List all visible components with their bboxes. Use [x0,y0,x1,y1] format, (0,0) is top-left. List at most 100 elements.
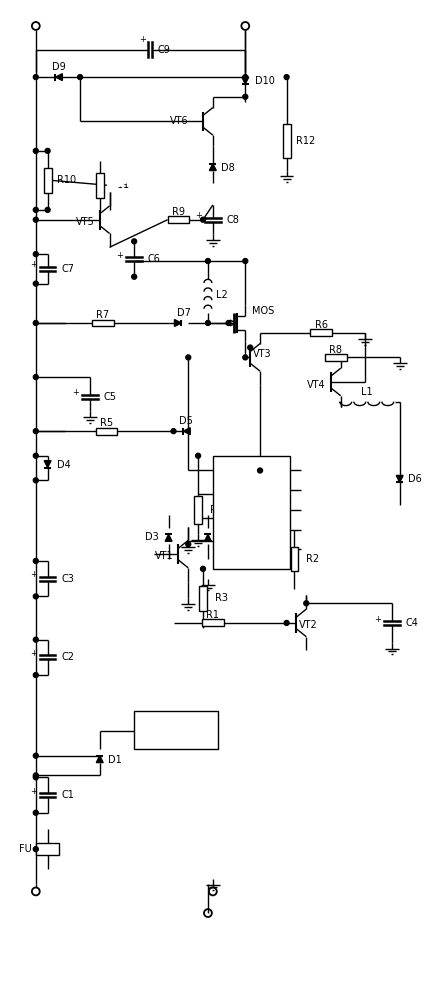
Polygon shape [44,461,51,468]
Polygon shape [204,534,212,541]
Text: VT1: VT1 [155,551,173,561]
Text: VT3: VT3 [253,349,272,359]
Text: +: + [110,171,117,180]
Polygon shape [175,320,181,326]
Text: D6: D6 [407,474,421,484]
Circle shape [186,542,191,547]
Text: R7: R7 [96,310,109,320]
Circle shape [33,217,38,222]
Circle shape [186,355,191,360]
Text: +: + [30,570,37,579]
Text: FU: FU [19,844,32,854]
Circle shape [33,773,38,778]
Text: C2: C2 [61,652,74,662]
Circle shape [206,321,210,325]
Circle shape [33,321,38,325]
Circle shape [195,453,201,458]
Text: GND: GND [217,537,236,546]
Bar [290,547,298,571]
Circle shape [132,274,137,279]
Polygon shape [242,77,249,84]
Bar [199,586,207,611]
Circle shape [33,148,38,153]
Text: C9: C9 [158,45,170,55]
Bar [92,320,114,326]
Text: C1: C1 [61,790,74,800]
Circle shape [33,673,38,678]
Circle shape [248,345,253,350]
Text: L2: L2 [216,290,228,300]
Text: C8: C8 [226,215,240,225]
Text: D10: D10 [255,76,275,86]
Text: R4: R4 [210,505,223,515]
Bar [44,168,52,193]
Polygon shape [56,74,62,81]
Text: C5: C5 [104,392,117,402]
Text: R6: R6 [315,320,327,330]
Circle shape [33,847,38,852]
Bar [134,711,218,749]
Polygon shape [396,475,403,482]
Bar [213,456,290,569]
Text: PWM: PWM [267,486,286,495]
Text: +: + [139,35,146,44]
Text: C6: C6 [148,254,161,264]
Polygon shape [209,164,216,171]
Circle shape [132,239,137,244]
Circle shape [206,259,210,263]
Text: D9: D9 [52,62,65,72]
Circle shape [201,217,206,222]
Circle shape [33,207,38,212]
Circle shape [78,75,83,80]
Circle shape [304,601,309,606]
Text: R10: R10 [57,175,77,185]
Text: GATE: GATE [217,466,239,475]
Text: D4: D4 [57,460,71,470]
Circle shape [243,355,248,360]
Bar [194,496,202,524]
Bar [325,354,346,361]
Text: VT4: VT4 [307,380,326,390]
Text: MOS: MOS [252,306,274,316]
Text: RI: RI [278,545,286,554]
Text: R9: R9 [172,207,185,217]
Circle shape [284,75,289,80]
Text: R2: R2 [306,554,319,564]
Circle shape [33,429,38,434]
Circle shape [33,375,38,380]
Circle shape [45,207,50,212]
Bar [96,428,117,435]
Circle shape [243,94,248,99]
Text: R11: R11 [109,180,129,190]
Text: VIN: VIN [272,466,286,475]
Circle shape [201,566,206,571]
Text: PT4107: PT4107 [233,524,269,534]
Circle shape [33,453,38,458]
Text: D7: D7 [177,308,191,318]
Text: VT6: VT6 [170,116,188,126]
Text: C4: C4 [406,618,418,628]
Text: C7: C7 [61,264,74,274]
Text: +: + [30,260,37,269]
Bar [283,124,290,158]
Circle shape [33,252,38,257]
Text: U: U [217,490,223,499]
Polygon shape [96,756,103,763]
Circle shape [226,321,231,325]
Circle shape [45,148,50,153]
Text: −: − [110,181,117,190]
Bar [36,843,59,855]
Text: D2: D2 [216,532,230,542]
Text: R8: R8 [329,345,342,355]
Text: LD: LD [276,505,286,514]
Circle shape [243,259,248,263]
Circle shape [33,810,38,815]
Text: R3: R3 [215,593,228,603]
Text: +: + [195,211,202,220]
Text: VT5: VT5 [76,217,95,227]
Circle shape [33,775,38,780]
Circle shape [258,468,262,473]
Bar [167,216,189,223]
Text: +: + [72,388,79,397]
Circle shape [243,75,248,80]
